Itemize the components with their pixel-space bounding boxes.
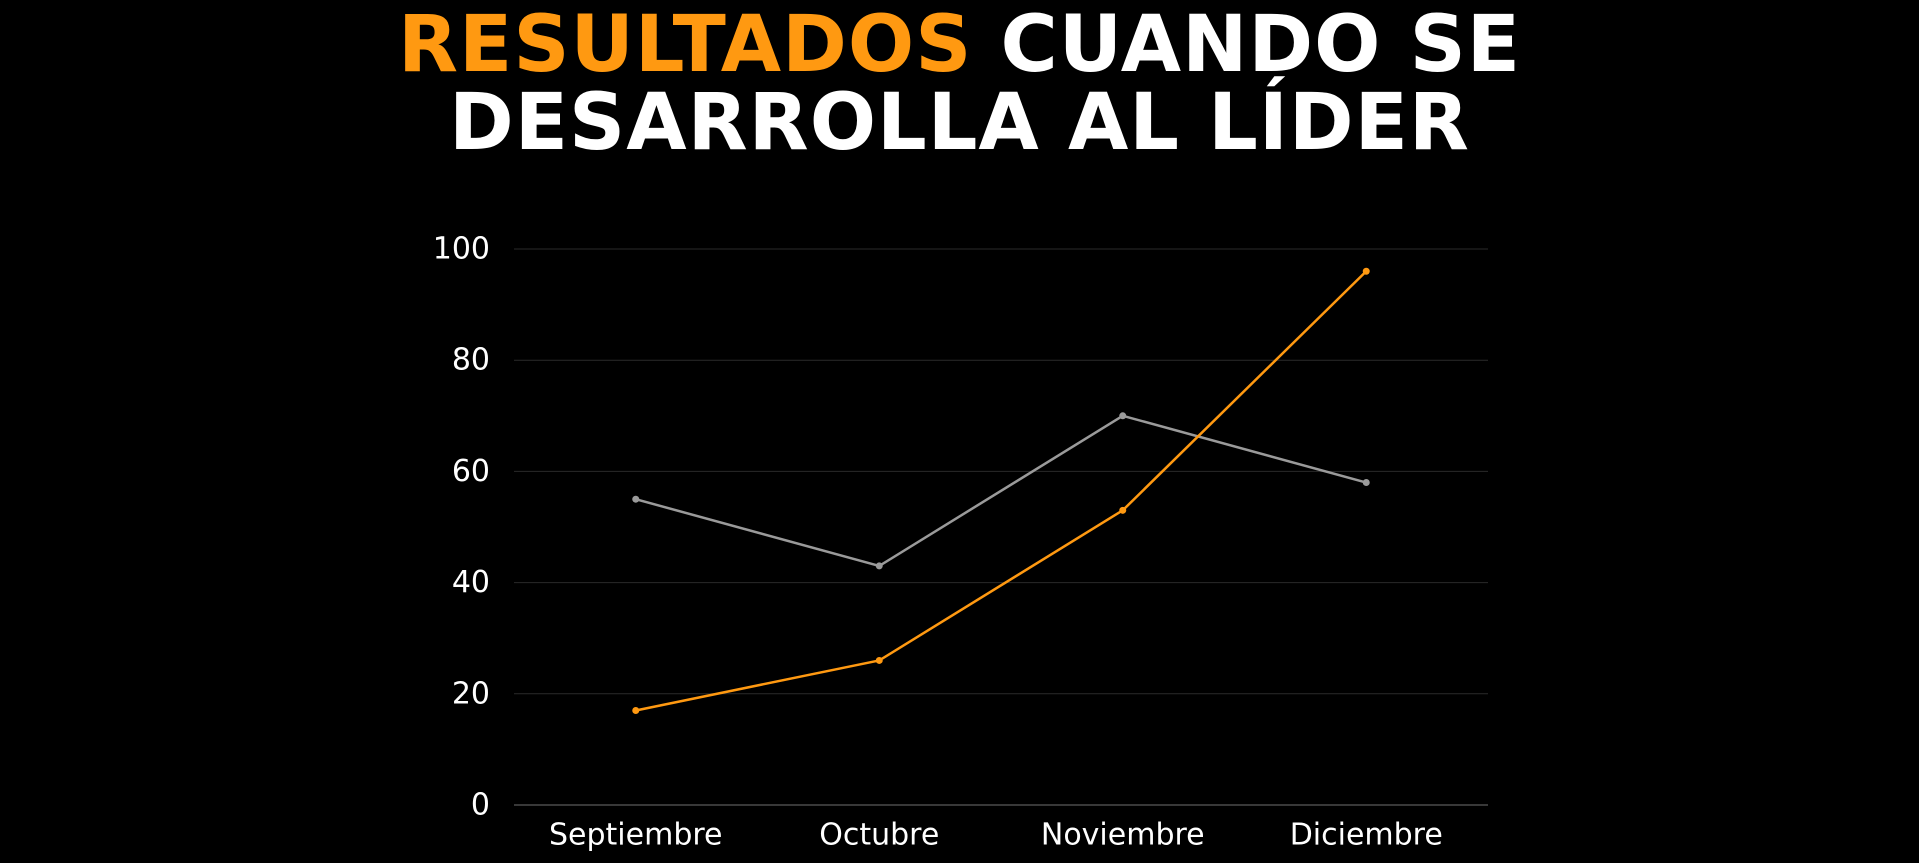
chart-title-line-2: DESARROLLA AL LÍDER	[449, 78, 1470, 168]
data-point	[632, 495, 640, 503]
chart-grid	[514, 248, 1488, 806]
chart-title-line-1: RESULTADOS CUANDO SE	[0, 6, 1919, 84]
series-line-1	[634, 414, 1368, 568]
chart-series	[632, 267, 1370, 714]
series-line-2	[634, 269, 1368, 712]
y-tick-label: 60	[452, 454, 490, 489]
data-point	[1362, 267, 1370, 275]
x-tick-label: Septiembre	[549, 818, 723, 853]
data-point	[1119, 412, 1127, 420]
data-point	[875, 656, 883, 664]
y-axis: 0 20 40 60 80 100	[433, 232, 490, 823]
x-tick-label: Diciembre	[1290, 818, 1443, 853]
chart-title-line-1-rest: CUANDO SE	[972, 0, 1522, 90]
y-tick-label: 100	[433, 232, 490, 267]
data-point	[875, 562, 883, 570]
x-tick-label: Octubre	[819, 818, 939, 853]
y-tick-label: 20	[452, 676, 490, 711]
chart-title-accent: RESULTADOS	[397, 0, 973, 90]
data-point	[1119, 506, 1127, 514]
y-tick-label: 40	[452, 565, 490, 600]
data-point	[632, 706, 640, 714]
y-tick-label: 0	[471, 788, 490, 823]
x-tick-label: Noviembre	[1041, 818, 1205, 853]
data-point	[1362, 479, 1370, 487]
x-axis: Septiembre Octubre Noviembre Diciembre	[549, 818, 1443, 853]
y-tick-label: 80	[452, 343, 490, 378]
